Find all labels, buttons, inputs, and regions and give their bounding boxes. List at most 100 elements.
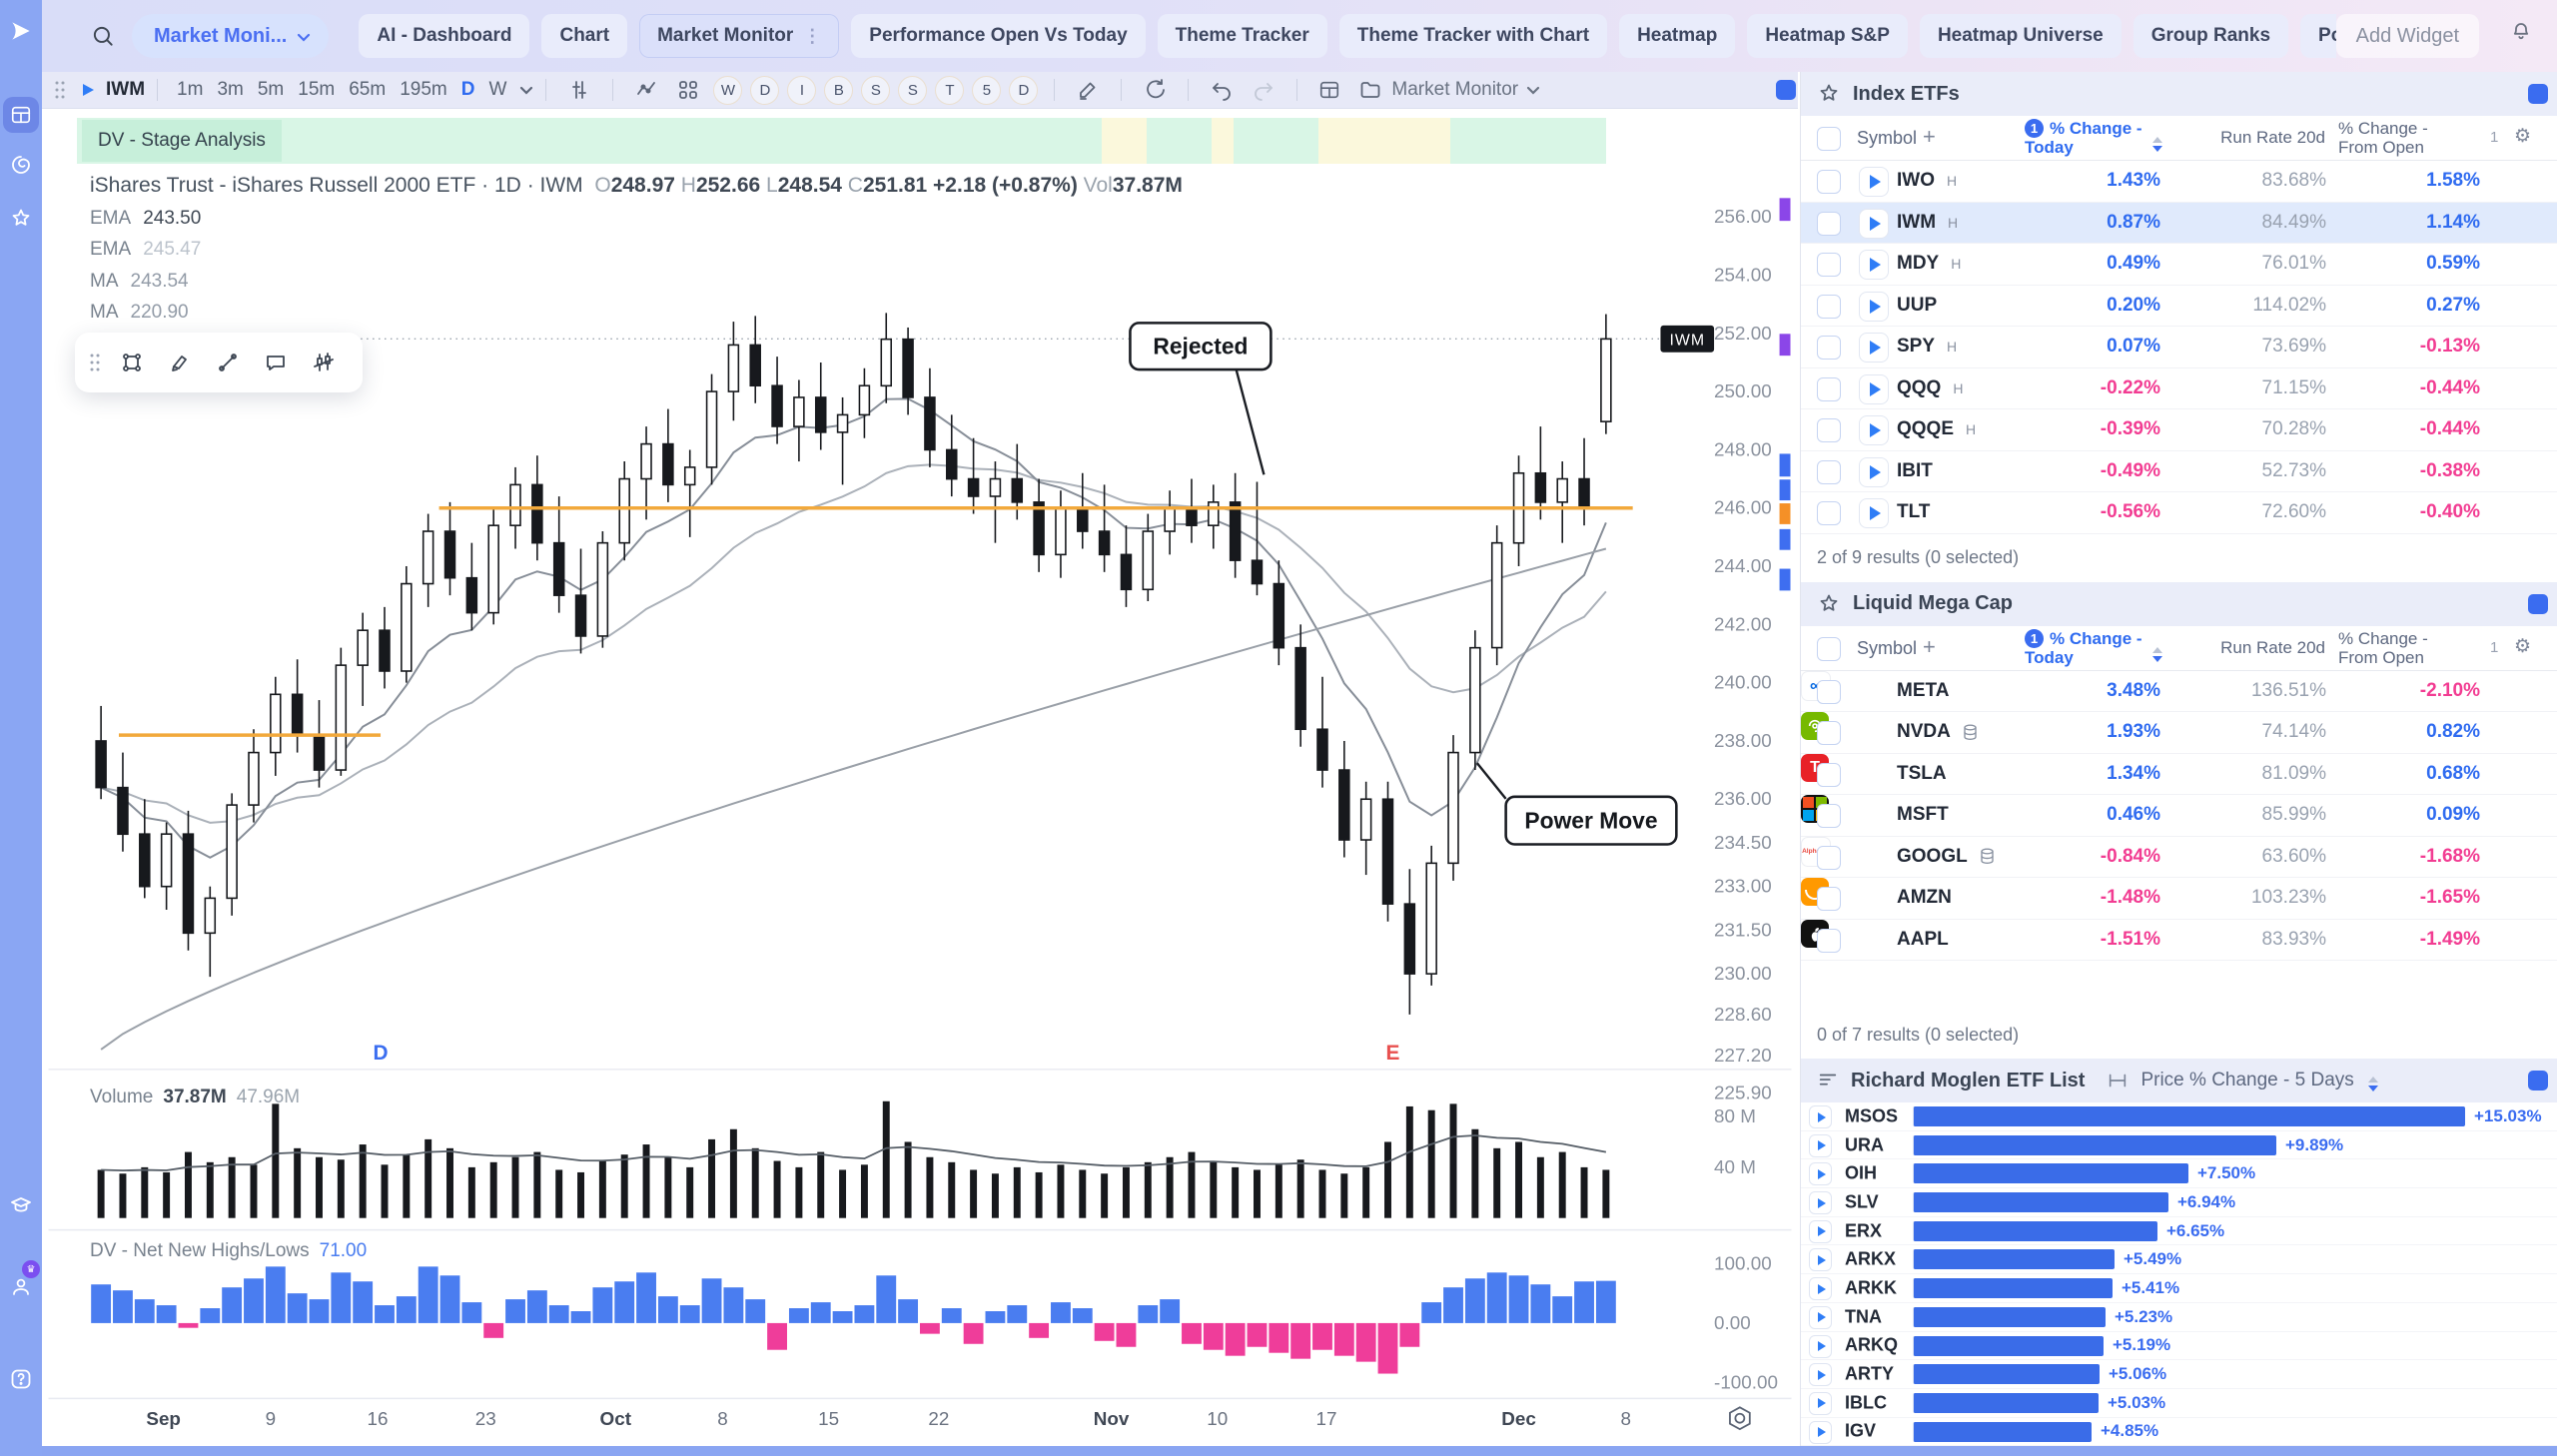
row-checkbox[interactable] xyxy=(1817,845,1841,870)
tab-heatmap[interactable]: Heatmap xyxy=(1619,14,1736,58)
play-button[interactable] xyxy=(1859,208,1889,239)
timeframe-3m[interactable]: 3m xyxy=(217,79,244,100)
etf-bar-row[interactable]: SLV +6.94% xyxy=(1801,1188,2557,1217)
sidebar-item-app-logo[interactable] xyxy=(0,12,42,50)
toolbar-workspace-label[interactable]: Market Monitor xyxy=(1391,79,1519,100)
scanner-toggle-s-5[interactable]: S xyxy=(898,75,928,105)
row-checkbox[interactable] xyxy=(1817,253,1841,278)
table-row[interactable]: NVDA 1.93% 74.14% 0.82% xyxy=(1801,712,2557,754)
tab-chart[interactable]: Chart xyxy=(541,14,628,58)
scanner-toggle-5-7[interactable]: 5 xyxy=(972,75,1002,105)
horizontal-scrollbar[interactable] xyxy=(42,1446,2557,1456)
widget-color-chip[interactable] xyxy=(2528,1071,2548,1091)
section-header-0[interactable]: Index ETFs xyxy=(1801,72,2557,116)
row-checkbox[interactable] xyxy=(1817,887,1841,912)
etf-bar-row[interactable]: TNA +5.23% xyxy=(1801,1303,2557,1332)
widget-color-chip[interactable] xyxy=(2528,84,2548,104)
table-gear-icon[interactable]: ⚙ xyxy=(2514,635,2532,657)
shape-tool-icon[interactable] xyxy=(111,342,153,383)
trendline-tool-icon[interactable] xyxy=(207,342,249,383)
column-pct-change-from-open[interactable]: % Change - From Open xyxy=(2338,628,2428,667)
drawing-toolbar[interactable] xyxy=(75,333,363,392)
notifications-bell-icon[interactable] xyxy=(2509,20,2533,49)
indicator-legend[interactable]: EMA 245.47 xyxy=(90,239,202,260)
play-button[interactable] xyxy=(1809,1191,1832,1215)
table-row[interactable]: ∞ META 3.48% 136.51% -2.10% xyxy=(1801,670,2557,712)
workspace-dropdown[interactable]: Market Moni... xyxy=(132,14,330,58)
sort-direction-icon[interactable] xyxy=(2152,638,2162,662)
folder-icon[interactable] xyxy=(1358,78,1382,102)
row-checkbox[interactable] xyxy=(1817,501,1841,526)
timeframe-1m[interactable]: 1m xyxy=(177,79,204,100)
column-pct-change-today[interactable]: 1% Change - Today xyxy=(2025,119,2142,157)
sidebar-item-dashboards[interactable] xyxy=(3,97,39,133)
play-button[interactable] xyxy=(1809,1133,1832,1157)
tab-group-ranks[interactable]: Group Ranks xyxy=(2132,14,2289,58)
sidebar-item-education[interactable] xyxy=(0,1186,42,1224)
etf-bar-row[interactable]: MSOS +15.03% xyxy=(1801,1102,2557,1131)
drawing-toolbar-drag-handle[interactable] xyxy=(89,353,101,372)
table-row[interactable]: TLT -0.56% 72.60% -0.40% xyxy=(1801,492,2557,534)
row-checkbox[interactable] xyxy=(1817,418,1841,443)
row-checkbox[interactable] xyxy=(1817,211,1841,236)
column-run-rate[interactable]: Run Rate 20d xyxy=(2220,637,2325,657)
play-button[interactable] xyxy=(1859,456,1889,487)
column-run-rate[interactable]: Run Rate 20d xyxy=(2220,128,2325,147)
etf-bar-row[interactable]: ARKX +5.49% xyxy=(1801,1245,2557,1275)
etf-bar-row[interactable]: ARKK +5.41% xyxy=(1801,1274,2557,1303)
play-button[interactable] xyxy=(1809,1363,1832,1387)
undo-icon[interactable] xyxy=(1210,78,1234,102)
etf-bar-row[interactable]: IGV +4.85% xyxy=(1801,1418,2557,1446)
workspace-chevron-icon[interactable] xyxy=(1526,86,1540,95)
draw-pencil-icon[interactable] xyxy=(1076,78,1100,102)
column-symbol[interactable]: Symbol xyxy=(1857,637,1918,658)
timeframe-15m[interactable]: 15m xyxy=(298,79,336,100)
table-row[interactable]: IBIT -0.49% 52.73% -0.38% xyxy=(1801,450,2557,492)
select-all-checkbox[interactable] xyxy=(1817,127,1841,151)
tab-options-icon[interactable]: ⋮ xyxy=(803,25,822,46)
select-all-checkbox[interactable] xyxy=(1817,636,1841,661)
row-checkbox[interactable] xyxy=(1817,762,1841,787)
play-button[interactable] xyxy=(1859,250,1889,281)
section-header-1[interactable]: Liquid Mega Cap xyxy=(1801,581,2557,626)
table-row[interactable]: SPY H 0.07% 73.69% -0.13% xyxy=(1801,327,2557,368)
comment-tool-icon[interactable] xyxy=(255,342,297,383)
timeframe-w[interactable]: W xyxy=(488,79,507,100)
widget-color-chip[interactable] xyxy=(2528,593,2548,614)
sort-direction-icon[interactable] xyxy=(2152,128,2162,152)
refresh-icon[interactable] xyxy=(1143,78,1167,102)
tab-ai-dashboard[interactable]: AI - Dashboard xyxy=(359,14,530,58)
scanner-toggle-t-6[interactable]: T xyxy=(935,75,965,105)
section-header-2[interactable]: Richard Moglen ETF List Price % Change -… xyxy=(1801,1059,2557,1102)
scanner-toggle-d-8[interactable]: D xyxy=(1009,75,1039,105)
table-row[interactable]: QQQ H -0.22% 71.15% -0.44% xyxy=(1801,367,2557,409)
row-checkbox[interactable] xyxy=(1817,928,1841,953)
indicator-settings-icon[interactable] xyxy=(567,78,591,102)
active-symbol[interactable]: IWM xyxy=(106,79,146,100)
scanner-toggle-w-0[interactable]: W xyxy=(713,75,743,105)
timeframe-65m[interactable]: 65m xyxy=(349,79,387,100)
widget-drag-handle[interactable] xyxy=(54,80,66,100)
etf-bar-row[interactable]: ARKQ +5.19% xyxy=(1801,1332,2557,1361)
add-widget-button[interactable]: Add Widget xyxy=(2335,14,2479,58)
timeframe-195m[interactable]: 195m xyxy=(400,79,447,100)
scanner-toggle-b-3[interactable]: B xyxy=(824,75,854,105)
etf-bar-row[interactable]: ERX +6.65% xyxy=(1801,1217,2557,1246)
sidebar-item-help[interactable] xyxy=(0,1360,42,1398)
tab-post-movers[interactable]: Post Movers xyxy=(2300,14,2337,58)
play-button[interactable] xyxy=(1859,333,1889,364)
row-checkbox[interactable] xyxy=(1817,294,1841,319)
redo-icon[interactable] xyxy=(1252,78,1276,102)
timeframe-d[interactable]: D xyxy=(460,79,475,100)
table-row[interactable]: IWM H 0.87% 84.49% 1.14% xyxy=(1801,202,2557,244)
tab-theme-tracker[interactable]: Theme Tracker xyxy=(1157,14,1327,58)
table-row[interactable]: AAPL -1.51% 83.93% -1.49% xyxy=(1801,919,2557,961)
scanner-toggle-s-4[interactable]: S xyxy=(861,75,891,105)
search-icon[interactable] xyxy=(90,23,116,49)
play-symbol-button[interactable] xyxy=(80,82,96,98)
signals-icon[interactable] xyxy=(634,78,658,102)
star-icon[interactable] xyxy=(1817,82,1841,106)
row-checkbox[interactable] xyxy=(1817,376,1841,401)
column-pct-change-today[interactable]: 1% Change - Today xyxy=(2025,628,2142,667)
play-button[interactable] xyxy=(1809,1248,1832,1272)
